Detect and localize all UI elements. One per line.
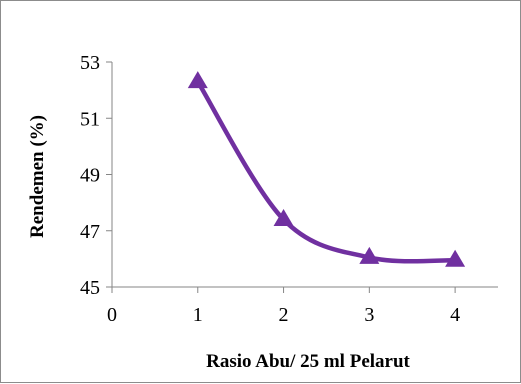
series-line [195, 79, 458, 264]
y-tick-label: 51 [80, 108, 100, 130]
series-layer [187, 71, 466, 267]
x-tick-label: 2 [279, 304, 289, 326]
y-tick-label: 53 [80, 52, 100, 74]
x-axis-title: Rasio Abu/ 25 ml Pelarut [206, 351, 410, 372]
x-tick-label: 4 [450, 304, 460, 326]
x-tick-label: 1 [193, 304, 203, 326]
y-tick-label: 45 [80, 277, 100, 299]
axes [111, 62, 498, 288]
y-tick-label: 47 [80, 221, 100, 243]
x-tick-label: 3 [364, 304, 374, 326]
data-point-triangle [359, 246, 380, 264]
data-point-triangle [445, 249, 466, 267]
x-axis-ticks: 0 1 2 3 4 [107, 287, 460, 326]
data-point-triangle [187, 71, 208, 89]
x-tick-label: 0 [107, 304, 117, 326]
y-axis-title: Rendemen (%) [27, 115, 48, 238]
y-tick-label: 49 [80, 165, 100, 187]
y-axis-ticks: 45 47 49 51 53 [80, 52, 112, 299]
data-point-triangle [273, 208, 294, 226]
